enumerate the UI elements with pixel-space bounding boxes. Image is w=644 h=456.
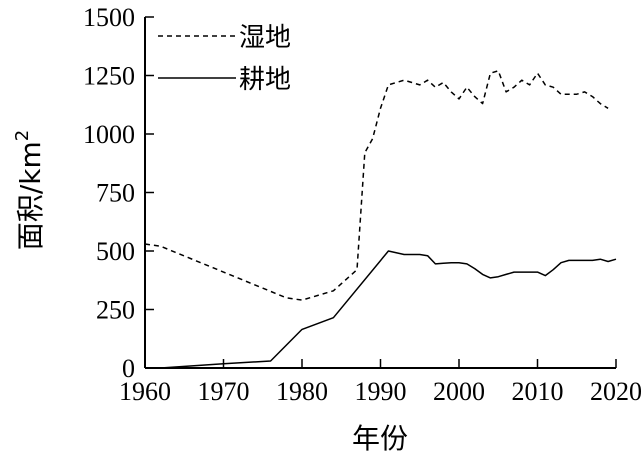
y-axis: 0 250 500 750 1000 1250 1500 [83,3,154,383]
series-line-1 [160,250,617,369]
x-axis-title: 年份 [352,422,408,455]
legend: 湿地 耕地 [158,23,291,94]
series-layer [144,70,617,369]
y-axis-title-group: 面积/km2 [12,130,47,250]
x-tick-label: 1980 [276,377,328,406]
x-tick-label: 2000 [433,377,485,406]
y-axis-title-text: 面积/km [14,141,47,250]
y-axis-title-superscript: 2 [12,130,33,141]
legend-label-wetland: 湿地 [239,23,291,52]
y-tick-label: 1500 [83,3,135,32]
x-tick-label: 2020 [590,377,642,406]
x-tick-label: 1970 [198,377,250,406]
y-tick-label: 750 [96,179,135,208]
legend-label-farmland: 耕地 [239,65,291,94]
x-tick-label: 1990 [355,377,407,406]
series-line-0 [144,70,609,301]
y-tick-label: 0 [122,354,135,383]
y-tick-label: 1000 [83,120,135,149]
y-tick-label: 500 [96,237,135,266]
y-axis-title: 面积/km2 [12,130,47,250]
y-tick-label: 250 [96,296,135,325]
x-tick-label: 1960 [119,377,171,406]
x-tick-label: 2010 [512,377,564,406]
y-tick-label: 1250 [83,62,135,91]
x-axis: 1960 1970 1980 1990 2000 2010 2020 [119,359,642,406]
